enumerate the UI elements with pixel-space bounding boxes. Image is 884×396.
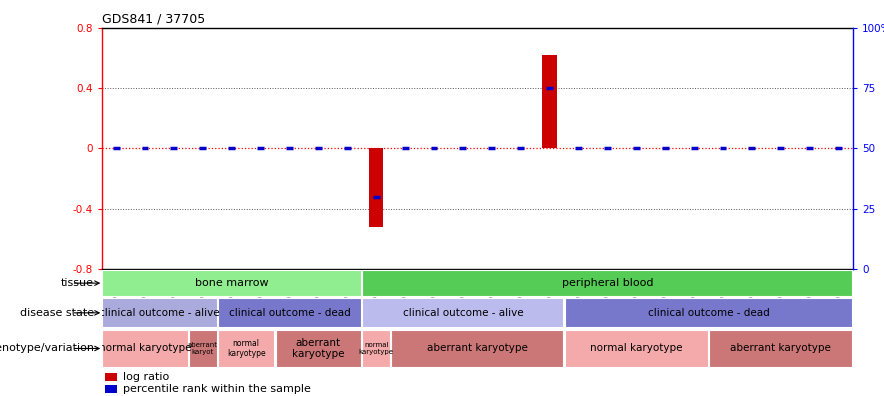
Text: normal karyotype: normal karyotype: [99, 343, 191, 354]
Text: clinical outcome - dead: clinical outcome - dead: [648, 308, 769, 318]
Text: normal
karyotype: normal karyotype: [359, 342, 393, 355]
Bar: [362, 298, 563, 327]
Bar: [105, 385, 117, 393]
Bar: [217, 298, 362, 327]
Text: genotype/variation: genotype/variation: [0, 343, 95, 354]
Bar: [709, 330, 852, 367]
Bar: [103, 330, 187, 367]
Text: bone marrow: bone marrow: [194, 278, 269, 288]
Text: GDS841 / 37705: GDS841 / 37705: [102, 12, 205, 25]
Text: clinical outcome - dead: clinical outcome - dead: [229, 308, 350, 318]
Bar: [543, 55, 557, 148]
Text: percentile rank within the sample: percentile rank within the sample: [123, 384, 310, 394]
Bar: [565, 298, 852, 327]
Bar: [103, 298, 217, 327]
Bar: [362, 270, 852, 296]
Text: normal
karyotype: normal karyotype: [227, 339, 265, 358]
Bar: [189, 330, 217, 367]
Text: aberrant karyotype: aberrant karyotype: [730, 343, 831, 354]
Text: tissue: tissue: [61, 278, 95, 288]
Bar: [565, 330, 708, 367]
Bar: [392, 330, 563, 367]
Text: peripheral blood: peripheral blood: [561, 278, 653, 288]
Text: clinical outcome - alive: clinical outcome - alive: [402, 308, 523, 318]
Bar: [362, 330, 390, 367]
Text: aberrant
karyotype: aberrant karyotype: [292, 338, 345, 359]
Text: disease state: disease state: [20, 308, 95, 318]
Text: aberrant
karyot: aberrant karyot: [187, 342, 217, 355]
Bar: [105, 373, 117, 381]
Text: clinical outcome - alive: clinical outcome - alive: [99, 308, 220, 318]
Bar: [103, 270, 362, 296]
Bar: [276, 330, 362, 367]
Bar: [369, 148, 384, 227]
Text: normal karyotype: normal karyotype: [590, 343, 682, 354]
Text: aberrant karyotype: aberrant karyotype: [427, 343, 528, 354]
Bar: [217, 330, 275, 367]
Text: log ratio: log ratio: [123, 372, 169, 382]
